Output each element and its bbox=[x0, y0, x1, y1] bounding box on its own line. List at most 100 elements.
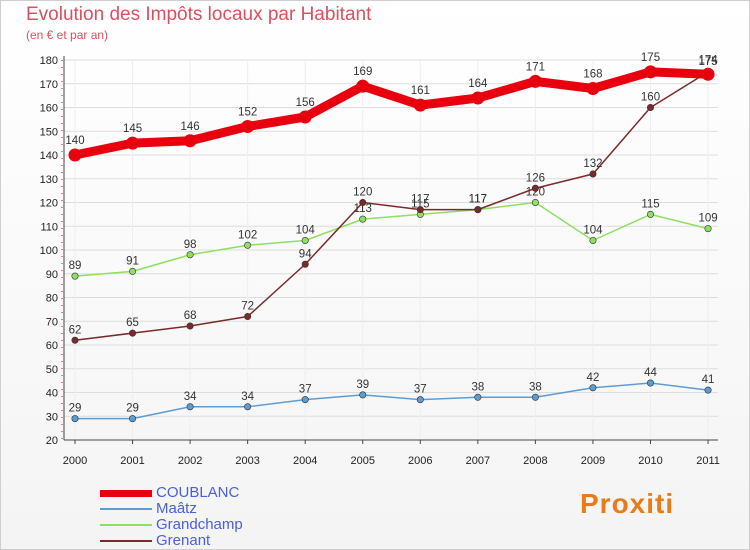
data-label: 102 bbox=[238, 229, 257, 241]
data-label: 132 bbox=[583, 158, 602, 170]
data-point bbox=[704, 386, 712, 394]
data-label: 171 bbox=[526, 61, 545, 73]
proxiti-logo: Proxiti bbox=[580, 488, 675, 519]
data-label: 120 bbox=[353, 187, 372, 199]
data-point bbox=[359, 199, 367, 207]
data-label: 62 bbox=[69, 324, 82, 336]
data-label: 89 bbox=[69, 260, 82, 272]
legend-label-maatz: Maâtz bbox=[156, 500, 197, 517]
data-point bbox=[586, 82, 600, 95]
data-point bbox=[359, 215, 367, 223]
data-label: 169 bbox=[353, 66, 372, 78]
chart-title: Evolution des Impôts locaux par Habitant bbox=[26, 4, 372, 25]
legend-swatch-coublanc bbox=[100, 490, 152, 497]
data-label: 39 bbox=[356, 379, 369, 391]
data-point bbox=[244, 312, 252, 320]
series-line-grenant bbox=[74, 71, 709, 341]
data-label: 42 bbox=[587, 372, 600, 384]
data-label: 44 bbox=[644, 367, 657, 379]
data-label: 29 bbox=[126, 403, 139, 415]
data-label: 156 bbox=[296, 97, 315, 109]
data-point bbox=[589, 237, 597, 245]
data-point bbox=[129, 267, 137, 275]
data-point bbox=[68, 148, 82, 162]
data-label: 72 bbox=[241, 301, 254, 313]
data-point bbox=[531, 393, 539, 401]
data-point bbox=[129, 329, 137, 337]
x-tick-label: 2009 bbox=[581, 455, 605, 467]
data-point bbox=[183, 134, 197, 148]
y-tick-label: 110 bbox=[40, 221, 58, 233]
data-point bbox=[416, 206, 424, 214]
data-point bbox=[129, 415, 137, 423]
data-point bbox=[471, 91, 485, 105]
data-label: 140 bbox=[65, 135, 84, 147]
data-point bbox=[71, 272, 79, 280]
legend-swatch-grenant bbox=[100, 540, 152, 542]
x-tick-label: 2000 bbox=[63, 455, 87, 467]
data-label: 168 bbox=[583, 69, 602, 81]
data-label: 117 bbox=[469, 194, 487, 206]
data-point bbox=[416, 396, 424, 404]
legend-label-coublanc: COUBLANC bbox=[156, 484, 240, 501]
data-point bbox=[701, 67, 715, 81]
data-point bbox=[589, 170, 597, 178]
data-point bbox=[646, 104, 654, 112]
data-point bbox=[126, 136, 140, 150]
legend-label-grandchamp: Grandchamp bbox=[156, 516, 243, 533]
x-tick-label: 2001 bbox=[120, 455, 144, 467]
data-point bbox=[241, 120, 255, 133]
data-label: 98 bbox=[184, 239, 197, 251]
data-label: 175 bbox=[641, 52, 660, 64]
legend-swatch-grandchamp bbox=[100, 524, 152, 526]
data-label: 115 bbox=[641, 198, 659, 210]
y-tick-label: 90 bbox=[46, 269, 58, 281]
data-label: 145 bbox=[123, 123, 142, 135]
data-label: 34 bbox=[241, 391, 254, 403]
data-label: 175 bbox=[698, 56, 717, 68]
y-tick-label: 40 bbox=[46, 388, 58, 400]
data-point bbox=[531, 184, 539, 192]
x-tick-label: 2007 bbox=[466, 455, 490, 467]
data-label: 160 bbox=[641, 92, 660, 104]
data-label: 38 bbox=[529, 381, 542, 393]
data-point bbox=[186, 403, 194, 411]
y-tick-label: 180 bbox=[40, 55, 58, 67]
y-tick-label: 120 bbox=[40, 198, 58, 210]
y-tick-label: 130 bbox=[40, 174, 58, 186]
data-label: 91 bbox=[126, 255, 139, 267]
data-label: 29 bbox=[69, 403, 82, 415]
data-label: 113 bbox=[354, 203, 372, 215]
data-label: 34 bbox=[184, 391, 197, 403]
data-point bbox=[244, 403, 252, 411]
x-tick-label: 2010 bbox=[638, 455, 662, 467]
data-label: 109 bbox=[698, 213, 717, 225]
y-tick-label: 150 bbox=[40, 126, 58, 138]
data-label: 146 bbox=[181, 121, 200, 133]
data-label: 117 bbox=[469, 194, 487, 206]
data-label: 37 bbox=[414, 384, 427, 396]
data-point bbox=[301, 260, 309, 268]
series-line-coublanc bbox=[70, 67, 713, 160]
data-label: 115 bbox=[411, 198, 429, 210]
data-label: 38 bbox=[471, 381, 484, 393]
series-line-grandchamp bbox=[74, 201, 709, 277]
data-point bbox=[71, 336, 79, 344]
data-point bbox=[646, 379, 654, 387]
data-point bbox=[356, 79, 370, 93]
y-tick-label: 20 bbox=[46, 435, 58, 447]
data-point bbox=[474, 393, 482, 401]
chart-subtitle: (en € et par an) bbox=[26, 28, 109, 42]
y-tick-label: 60 bbox=[46, 340, 58, 352]
y-tick-label: 170 bbox=[40, 79, 58, 91]
x-tick-label: 2008 bbox=[523, 455, 547, 467]
data-label: 161 bbox=[411, 85, 430, 97]
data-label: 65 bbox=[126, 317, 139, 329]
data-label: 68 bbox=[184, 310, 197, 322]
data-point bbox=[528, 74, 542, 88]
x-tick-label: 2003 bbox=[235, 455, 259, 467]
data-point bbox=[244, 241, 252, 249]
data-point bbox=[413, 98, 427, 112]
data-point bbox=[646, 210, 654, 218]
